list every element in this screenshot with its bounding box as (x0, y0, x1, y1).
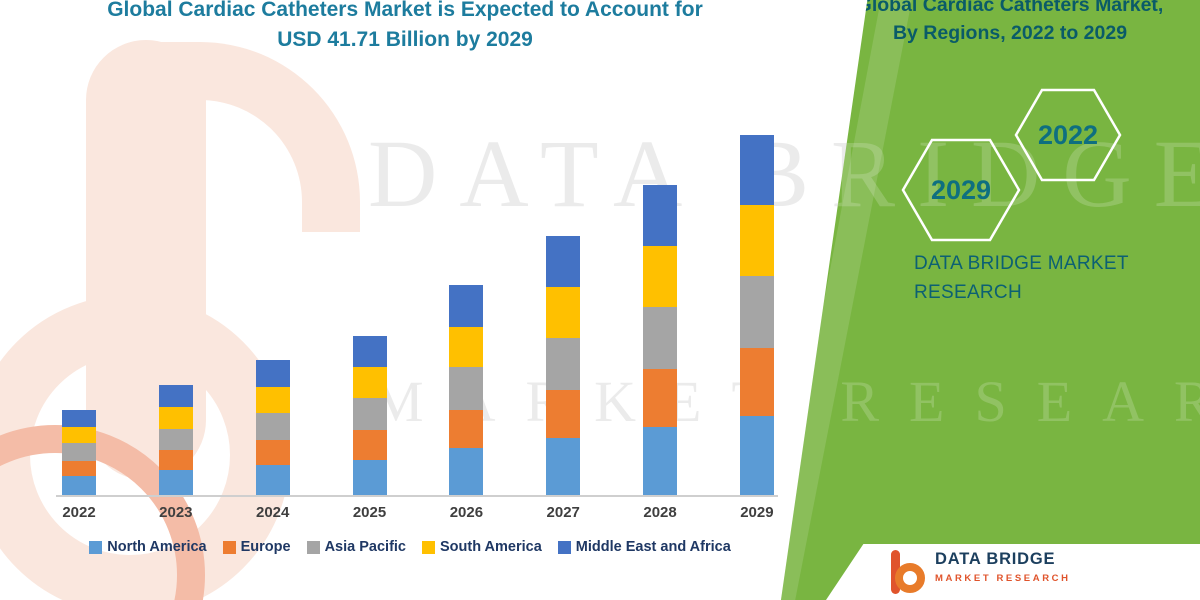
segment-europe (62, 460, 96, 476)
bar-stack-2028: 2028 (643, 185, 678, 521)
segment-north-america (449, 448, 484, 495)
bar-stack-2026: 2026 (449, 285, 484, 521)
segment-middle-east-and-africa (62, 410, 96, 427)
hexagon-2022 (1014, 88, 1122, 182)
segment-europe (255, 439, 290, 465)
legend-label: South America (440, 539, 542, 555)
segment-north-america (739, 415, 774, 495)
x-tick-label: 2023 (159, 504, 193, 521)
panel-brand: DATA BRIDGE MARKET RESEARCH (914, 250, 1174, 307)
legend-item-asia-pacific: Asia Pacific (306, 539, 406, 555)
year-hexagons: 2029 2022 (901, 88, 1122, 242)
segment-north-america (643, 426, 678, 495)
chart-title-line1: Global Cardiac Catheters Market is Expec… (107, 0, 703, 21)
segment-south-america (62, 426, 96, 444)
data-bridge-logo-icon (891, 550, 925, 594)
segment-asia-pacific (158, 428, 193, 451)
footer-logo-sub: MARKET RESEARCH (935, 573, 1071, 584)
segment-middle-east-and-africa (158, 385, 193, 407)
legend-label: Europe (240, 539, 291, 555)
chart-legend: North America Europe Asia Pacific South Ame… (40, 539, 780, 555)
segment-middle-east-and-africa (643, 185, 678, 246)
bar-plot: 2022 2023 2024 2025 2026 2027 2028 2029 (62, 135, 774, 521)
x-tick-label: 2027 (546, 504, 580, 521)
panel-title-line2: By Regions, 2022 to 2029 (892, 22, 1128, 45)
segment-middle-east-and-africa (546, 236, 581, 288)
x-tick-label: 2026 (449, 504, 484, 521)
segment-asia-pacific (449, 367, 484, 410)
x-tick-label: 2025 (352, 504, 387, 521)
segment-middle-east-and-africa (352, 336, 387, 368)
bar-stack-2027: 2027 (546, 236, 581, 521)
hexagon-year-back: 2029 (931, 175, 991, 205)
bar-stack-2024: 2024 (255, 360, 290, 521)
hexagon-year-front: 2022 (1038, 120, 1098, 150)
chart-title-line2: USD 41.71 Billion by 2029 (277, 28, 533, 52)
segment-europe (449, 409, 484, 449)
segment-north-america (352, 459, 387, 495)
legend-item-south-america: South America (422, 539, 542, 555)
segment-north-america (62, 476, 96, 495)
bar-stack-2022: 2022 (62, 410, 96, 521)
segment-europe (739, 348, 774, 416)
legend-item-middle-east-and-africa: Middle East and Africa (557, 539, 731, 555)
chart-title: Global Cardiac Catheters Market is Expec… (55, 0, 755, 56)
legend-swatch (422, 540, 435, 554)
hexagon-2029 (901, 138, 1021, 242)
x-tick-label: 2029 (740, 504, 774, 521)
segment-middle-east-and-africa (739, 135, 774, 206)
segment-south-america (255, 387, 290, 414)
segment-europe (546, 389, 581, 438)
segment-asia-pacific (643, 306, 678, 370)
x-tick-label: 2028 (643, 504, 677, 521)
legend-swatch (557, 540, 571, 554)
segment-south-america (352, 367, 387, 399)
footer-logo-area: DATA BRIDGE MARKET RESEARCH (826, 544, 1200, 600)
panel-brand-line2: RESEARCH (914, 281, 1022, 303)
legend-label: North America (107, 539, 207, 555)
bar-stack-2029: 2029 (739, 135, 774, 521)
segment-europe (158, 450, 193, 470)
legend-label: Asia Pacific (324, 539, 406, 555)
segment-asia-pacific (739, 275, 774, 349)
legend-label: Middle East and Africa (575, 539, 731, 555)
segment-asia-pacific (352, 398, 387, 431)
segment-asia-pacific (62, 443, 96, 461)
panel-brand-line1: DATA BRIDGE MARKET (914, 253, 1129, 274)
segment-asia-pacific (255, 413, 290, 440)
legend-item-north-america: North America (89, 539, 207, 555)
segment-asia-pacific (546, 337, 581, 390)
bar-stack-2023: 2023 (158, 385, 193, 521)
segment-south-america (643, 245, 678, 307)
legend-swatch (89, 540, 103, 554)
panel-title-line1: Global Cardiac Catheters Market, (856, 0, 1164, 16)
segment-south-america (739, 205, 774, 276)
segment-south-america (546, 287, 581, 338)
footer-logo-name: DATA BRIDGE (935, 550, 1056, 568)
side-panel: DATA BRIDGE MARKET RESEARCH Global Cardi… (780, 0, 1200, 600)
segment-north-america (255, 464, 290, 495)
panel-title: Global Cardiac Catheters Market, By Regi… (830, 0, 1190, 48)
segment-north-america (158, 470, 193, 495)
bar-stack-2025: 2025 (352, 336, 387, 521)
x-tick-label: 2022 (62, 504, 96, 521)
segment-middle-east-and-africa (449, 285, 484, 327)
segment-north-america (546, 438, 581, 495)
segment-europe (352, 430, 387, 460)
x-axis-line (56, 495, 778, 497)
segment-south-america (158, 406, 193, 429)
segment-middle-east-and-africa (255, 360, 290, 388)
legend-swatch (306, 540, 320, 554)
x-tick-label: 2024 (256, 504, 290, 521)
segment-europe (643, 369, 678, 427)
legend-item-europe: Europe (222, 539, 291, 555)
segment-south-america (449, 326, 484, 368)
legend-swatch (222, 540, 236, 554)
